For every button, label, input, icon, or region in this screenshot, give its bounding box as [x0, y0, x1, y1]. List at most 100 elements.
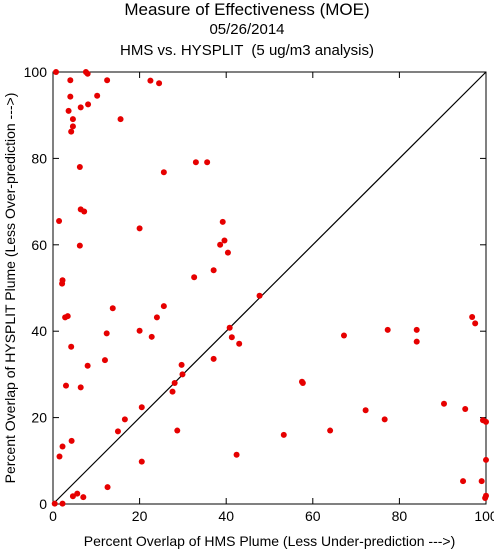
data-point	[191, 274, 198, 281]
data-point	[69, 493, 76, 500]
y-tick-label: 0	[39, 496, 47, 512]
data-point	[101, 357, 108, 364]
data-point	[56, 218, 63, 225]
data-point	[226, 324, 233, 331]
data-point	[62, 314, 69, 321]
data-point	[256, 292, 263, 299]
data-point	[77, 104, 84, 111]
data-point	[299, 380, 306, 387]
data-point	[84, 70, 91, 77]
chart-date: 05/26/2014	[209, 21, 285, 38]
data-point	[178, 361, 185, 368]
data-point	[384, 326, 391, 333]
data-point	[381, 416, 388, 423]
x-tick-label: 0	[49, 508, 57, 524]
x-tick-label: 60	[305, 508, 321, 524]
data-point	[67, 93, 74, 100]
data-point	[192, 159, 199, 166]
data-point	[340, 332, 347, 339]
data-point	[59, 443, 66, 450]
data-point	[74, 490, 81, 497]
data-point	[76, 242, 83, 249]
data-point	[219, 218, 226, 225]
chart-title: Measure of Effectiveness (MOE)	[124, 0, 370, 19]
data-point	[217, 241, 224, 248]
data-point	[85, 101, 92, 108]
data-point	[362, 407, 369, 414]
one-to-one-line	[52, 71, 487, 505]
data-point	[169, 388, 176, 395]
data-point	[413, 326, 420, 333]
data-point	[147, 77, 154, 84]
data-point	[472, 320, 479, 327]
data-point	[179, 371, 186, 378]
data-point	[469, 313, 476, 320]
data-point	[69, 123, 76, 130]
data-point	[80, 494, 87, 501]
y-tick-label: 100	[24, 64, 48, 80]
y-axis-label: Percent Overlap of HYSPLIT Plume (Less O…	[2, 93, 18, 484]
x-axis-label: Percent Overlap of HMS Plume (Less Under…	[84, 533, 456, 549]
data-point	[59, 280, 66, 287]
data-point	[160, 169, 167, 176]
x-tick-label: 40	[218, 508, 234, 524]
data-point	[204, 159, 211, 166]
y-tick-label: 40	[31, 323, 47, 339]
data-point	[210, 355, 217, 362]
data-point	[68, 343, 75, 350]
data-point	[67, 77, 74, 84]
data-point	[221, 237, 228, 244]
data-point	[114, 428, 121, 435]
data-point	[68, 128, 75, 135]
data-point	[53, 69, 60, 75]
y-tick-label: 60	[31, 237, 47, 253]
data-point	[483, 418, 489, 425]
data-point	[136, 225, 143, 232]
data-point	[236, 340, 243, 347]
data-point	[210, 267, 217, 274]
data-point	[69, 116, 76, 123]
data-point	[233, 451, 240, 458]
data-point	[68, 437, 75, 444]
data-points	[51, 69, 489, 507]
data-point	[440, 400, 447, 407]
data-point	[77, 384, 84, 391]
data-point	[160, 303, 167, 310]
data-point	[94, 92, 101, 99]
data-point	[462, 405, 469, 412]
data-point	[84, 362, 91, 369]
data-point	[136, 327, 143, 334]
data-point	[56, 453, 63, 460]
data-point	[138, 404, 145, 411]
data-point	[156, 80, 163, 87]
x-tick-label: 100	[474, 508, 494, 524]
data-point	[62, 382, 69, 389]
data-point	[174, 427, 181, 434]
y-tick-label: 20	[31, 410, 47, 426]
data-point	[482, 494, 489, 501]
data-point	[327, 427, 334, 434]
data-point	[109, 305, 116, 312]
y-tick-label: 80	[31, 150, 47, 166]
data-point	[483, 456, 489, 463]
data-point	[104, 77, 111, 84]
data-point	[413, 338, 420, 345]
axis-ticks: 0 20 40 60 80 100 0 20 40 60 80 100	[24, 64, 494, 524]
data-point	[76, 164, 83, 171]
data-point	[81, 208, 88, 215]
data-point	[460, 478, 467, 485]
data-point	[171, 380, 178, 387]
data-point	[59, 500, 66, 507]
plot-frame	[52, 71, 487, 505]
x-tick-label: 20	[132, 508, 148, 524]
data-point	[65, 107, 72, 114]
data-point	[117, 116, 124, 123]
data-point	[224, 249, 231, 256]
data-point	[103, 330, 110, 337]
data-point	[228, 334, 235, 341]
data-point	[51, 500, 58, 507]
chart-subtitle: HMS vs. HYSPLIT (5 ug/m3 analysis)	[120, 42, 374, 59]
data-point	[104, 484, 111, 491]
data-point	[148, 333, 155, 340]
